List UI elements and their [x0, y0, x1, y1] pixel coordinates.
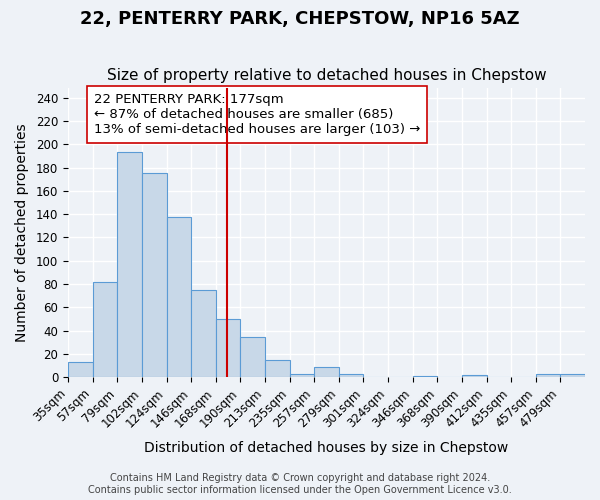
Bar: [92, 282, 117, 378]
Text: 22 PENTERRY PARK: 177sqm
← 87% of detached houses are smaller (685)
13% of semi-: 22 PENTERRY PARK: 177sqm ← 87% of detach…: [94, 93, 420, 136]
Bar: [241, 336, 265, 378]
Bar: [339, 374, 364, 378]
Title: Size of property relative to detached houses in Chepstow: Size of property relative to detached ho…: [107, 68, 547, 83]
Bar: [560, 374, 585, 378]
Text: Contains HM Land Registry data © Crown copyright and database right 2024.
Contai: Contains HM Land Registry data © Crown c…: [88, 474, 512, 495]
Bar: [142, 174, 167, 378]
Bar: [68, 362, 92, 378]
Bar: [216, 319, 241, 378]
Bar: [413, 376, 437, 378]
Bar: [265, 360, 290, 378]
Bar: [314, 367, 339, 378]
Text: 22, PENTERRY PARK, CHEPSTOW, NP16 5AZ: 22, PENTERRY PARK, CHEPSTOW, NP16 5AZ: [80, 10, 520, 28]
Bar: [117, 152, 142, 378]
Bar: [167, 216, 191, 378]
Y-axis label: Number of detached properties: Number of detached properties: [15, 124, 29, 342]
Bar: [191, 290, 216, 378]
Bar: [290, 374, 314, 378]
X-axis label: Distribution of detached houses by size in Chepstow: Distribution of detached houses by size …: [145, 441, 509, 455]
Bar: [536, 374, 560, 378]
Bar: [462, 375, 487, 378]
